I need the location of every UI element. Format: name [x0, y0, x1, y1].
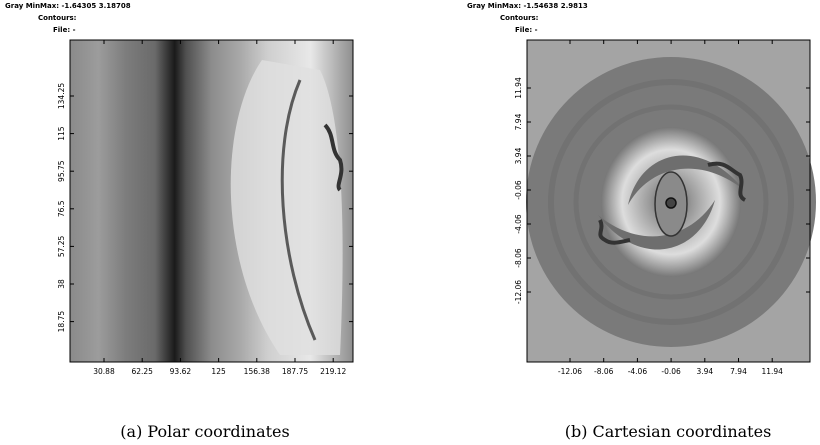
- x-tick-label: -4.06: [628, 367, 648, 376]
- y-tick-label: 18.75: [57, 311, 66, 333]
- cartesian-image: [526, 39, 816, 363]
- x-tick-label: -8.06: [594, 367, 614, 376]
- y-tick-label: 11.94: [514, 77, 523, 99]
- x-tick-label: 219.12: [320, 367, 346, 376]
- x-tick-label: 93.62: [170, 367, 192, 376]
- x-tick-label: 156.38: [244, 367, 270, 376]
- x-tick-label: 3.94: [696, 367, 713, 376]
- y-tick-label: -8.06: [514, 248, 523, 268]
- y-tick-label: 7.94: [514, 113, 523, 130]
- y-tick-label: 95.75: [57, 160, 66, 182]
- header-file: File: -: [53, 26, 76, 34]
- y-tick-label: -0.06: [514, 180, 523, 200]
- x-tick-label: -12.06: [558, 367, 582, 376]
- x-tick-label: 30.88: [93, 367, 115, 376]
- x-tick-label: 187.75: [282, 367, 308, 376]
- header-minmax: Gray MinMax: -1.64305 3.18708: [5, 2, 131, 10]
- y-tick-label: -12.06: [514, 280, 523, 304]
- y-tick-label: 76.5: [57, 200, 66, 217]
- y-tick-label: 38: [57, 279, 66, 289]
- caption: (a) Polar coordinates: [120, 422, 289, 441]
- polar-image: [69, 39, 354, 363]
- y-tick-label: 57.25: [57, 235, 66, 257]
- y-tick-label: -4.06: [514, 214, 523, 234]
- x-tick-label: 62.25: [131, 367, 153, 376]
- x-tick-label: 125: [211, 367, 226, 376]
- header-contours: Contours:: [38, 14, 77, 22]
- y-tick-label: 134.25: [57, 83, 66, 109]
- header-file: File: -: [515, 26, 538, 34]
- caption: (b) Cartesian coordinates: [565, 422, 772, 441]
- header-minmax: Gray MinMax: -1.54638 2.9813: [467, 2, 588, 10]
- y-tick-label: 115: [57, 126, 66, 141]
- x-tick-label: 7.94: [730, 367, 747, 376]
- x-tick-label: -0.06: [661, 367, 681, 376]
- y-tick-label: 3.94: [514, 147, 523, 164]
- header-contours: Contours:: [500, 14, 539, 22]
- x-tick-label: 11.94: [761, 367, 783, 376]
